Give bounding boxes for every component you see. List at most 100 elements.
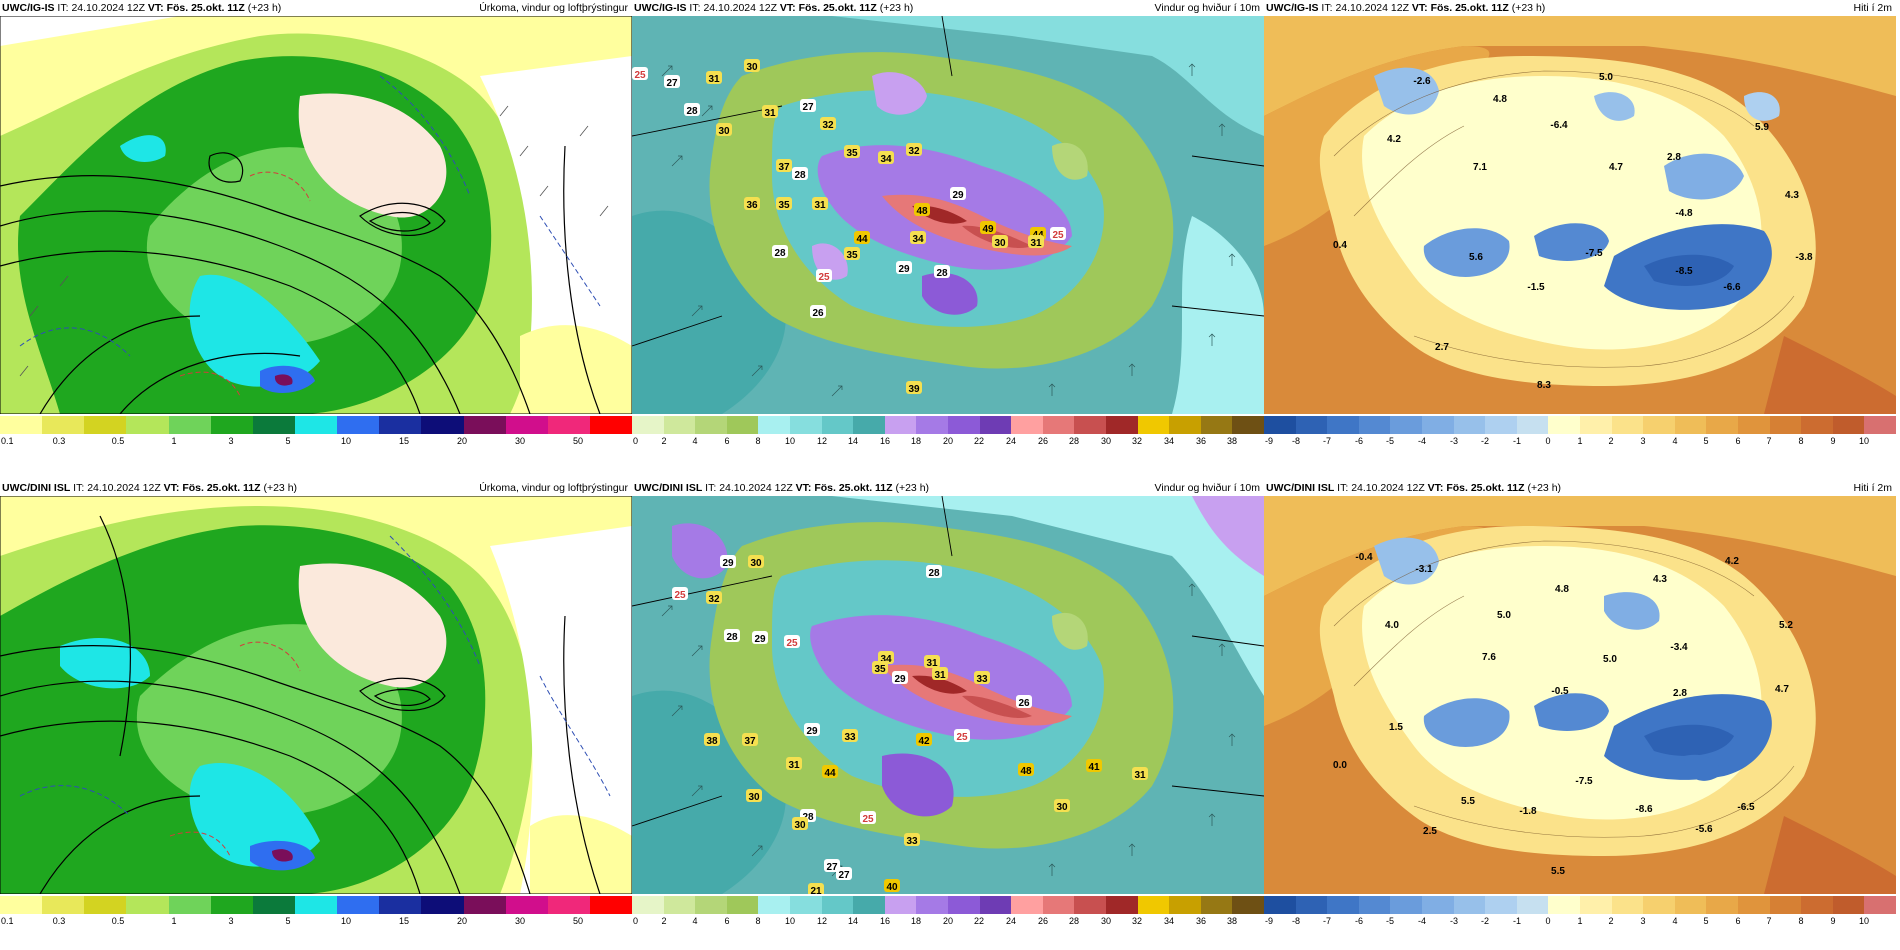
- temp-label: -7.5: [1585, 248, 1603, 259]
- init-time: 24.10.2024 12Z: [703, 2, 777, 14]
- svg-text:35: 35: [778, 200, 790, 211]
- panel-precip-row2: UWC/DINI ISL IT: 24.10.2024 12Z VT: Fös.…: [0, 480, 633, 942]
- temp-label: 0.0: [1333, 760, 1347, 771]
- temp-label: -8.6: [1635, 804, 1653, 815]
- wind-label: 44: [822, 765, 838, 779]
- svg-text:30: 30: [750, 558, 762, 569]
- svg-text:4.8: 4.8: [1555, 584, 1569, 595]
- wind-label: 33: [842, 729, 858, 743]
- model-name: UWC/DINI ISL: [1266, 482, 1335, 494]
- svg-text:25: 25: [1052, 230, 1064, 241]
- svg-text:5.2: 5.2: [1779, 620, 1793, 631]
- valid-time: Fös. 25.okt. 11Z: [1430, 2, 1509, 14]
- temp-label: 5.0: [1497, 610, 1511, 621]
- wind-label: 25: [1050, 227, 1066, 241]
- svg-text:31: 31: [788, 760, 800, 771]
- wind-colorbar: [632, 416, 1264, 434]
- precip-map: [0, 16, 632, 414]
- wind-label: 35: [844, 247, 860, 261]
- svg-text:30: 30: [748, 792, 760, 803]
- svg-text:25: 25: [786, 638, 798, 649]
- svg-text:29: 29: [806, 726, 818, 737]
- svg-text:44: 44: [824, 768, 836, 779]
- wind-map: 29 30 25 32 28 29 25 28 34 31 35 29 31 33 26 38 37 29 33 42…: [632, 496, 1264, 894]
- svg-text:31: 31: [934, 670, 946, 681]
- wind-label: 41: [1086, 759, 1102, 773]
- wind-label: 32: [906, 143, 922, 157]
- temp-label: 7.6: [1482, 652, 1496, 663]
- wind-map: 25 27 31 30 28 30 31 27 32 37 35 28 34 32 36 35 31 29 48 44…: [632, 16, 1264, 414]
- panel-temp-row2: UWC/DINI ISL IT: 24.10.2024 12Z VT: Fös.…: [1264, 480, 1896, 942]
- svg-text:28: 28: [726, 632, 738, 643]
- wind-label: 29: [892, 671, 908, 685]
- svg-text:31: 31: [764, 108, 776, 119]
- svg-text:29: 29: [754, 634, 766, 645]
- model-name: UWC/IG-IS: [2, 2, 55, 14]
- wind-label: 31: [932, 667, 948, 681]
- temp-label: 0.4: [1333, 240, 1347, 251]
- svg-text:37: 37: [744, 736, 756, 747]
- svg-text:41: 41: [1088, 762, 1100, 773]
- svg-text:-6.5: -6.5: [1737, 802, 1755, 813]
- temp-label: -5.6: [1695, 824, 1713, 835]
- temp-label: 2.5: [1423, 826, 1437, 837]
- wind-label: 31: [1132, 767, 1148, 781]
- svg-text:40: 40: [886, 882, 898, 893]
- svg-text:25: 25: [634, 70, 646, 81]
- svg-text:35: 35: [874, 664, 886, 675]
- wind-label: 31: [924, 655, 940, 669]
- lead-time: (+23 h): [247, 2, 282, 14]
- svg-text:32: 32: [822, 120, 834, 131]
- svg-text:-6.4: -6.4: [1550, 120, 1568, 131]
- wind-label: 36: [744, 197, 760, 211]
- panel-title: Vindur og hviður í 10m: [1154, 482, 1260, 494]
- wind-label: 34: [910, 231, 926, 245]
- temp-label: -0.4: [1355, 552, 1373, 563]
- wind-label: 29: [950, 187, 966, 201]
- temp-map: -2.6 4.8 5.0 4.2 7.1 -6.4 4.7 2.8 5.9 4.3 -4.8 0.4 5…: [1264, 16, 1896, 414]
- svg-text:38: 38: [706, 736, 718, 747]
- model-name: UWC/IG-IS: [1266, 2, 1319, 14]
- wind-colorbar-labels: 0 2 4 6 8 10 12 14 16 18 20 22 24 26 28 …: [633, 916, 1238, 926]
- wind-label: 48: [914, 203, 930, 217]
- panel-header: UWC/DINI ISL IT: 24.10.2024 12Z VT: Fös.…: [634, 482, 1260, 494]
- svg-text:5.6: 5.6: [1469, 252, 1483, 263]
- svg-text:0.0: 0.0: [1333, 760, 1347, 771]
- temp-label: 5.0: [1603, 654, 1617, 665]
- svg-text:30: 30: [718, 126, 730, 137]
- svg-text:29: 29: [722, 558, 734, 569]
- svg-text:-7.5: -7.5: [1585, 248, 1603, 259]
- wind-label: 44: [854, 231, 870, 245]
- svg-text:2.8: 2.8: [1667, 152, 1681, 163]
- model-name: UWC/DINI ISL: [634, 482, 703, 494]
- wind-label: 28: [684, 103, 700, 117]
- svg-text:31: 31: [926, 658, 938, 669]
- wind-label: 25: [784, 635, 800, 649]
- svg-text:4.3: 4.3: [1653, 574, 1667, 585]
- wind-colorbar-labels: 0 2 4 6 8 10 12 14 16 18 20 22 24 26 28 …: [633, 436, 1238, 446]
- temp-label: 5.6: [1469, 252, 1483, 263]
- temp-label: 2.8: [1667, 152, 1681, 163]
- panel-wind-row2: UWC/DINI ISL IT: 24.10.2024 12Z VT: Fös.…: [632, 480, 1264, 942]
- valid-time: Fös. 25.okt. 11Z: [166, 2, 245, 14]
- lead-time: (+23 h): [879, 2, 914, 14]
- svg-text:44: 44: [856, 234, 868, 245]
- svg-text:5.0: 5.0: [1599, 72, 1613, 83]
- svg-text:27: 27: [802, 102, 814, 113]
- svg-text:2.5: 2.5: [1423, 826, 1437, 837]
- temp-label: 5.9: [1755, 122, 1769, 133]
- svg-text:30: 30: [1056, 802, 1068, 813]
- svg-text:32: 32: [908, 146, 920, 157]
- panel-header: UWC/IG-IS IT: 24.10.2024 12Z VT: Fös. 25…: [2, 2, 628, 14]
- wind-label: 25: [954, 729, 970, 743]
- temp-label: 2.7: [1435, 342, 1449, 353]
- svg-text:26: 26: [1018, 698, 1030, 709]
- svg-text:4.2: 4.2: [1725, 556, 1739, 567]
- svg-text:4.3: 4.3: [1785, 190, 1799, 201]
- temp-label: -6.4: [1550, 120, 1568, 131]
- temp-label: -6.5: [1737, 802, 1755, 813]
- panel-header: UWC/DINI ISL IT: 24.10.2024 12Z VT: Fös.…: [1266, 482, 1892, 494]
- temp-label: -2.6: [1413, 76, 1431, 87]
- init-time: 24.10.2024 12Z: [71, 2, 145, 14]
- svg-text:5.5: 5.5: [1461, 796, 1475, 807]
